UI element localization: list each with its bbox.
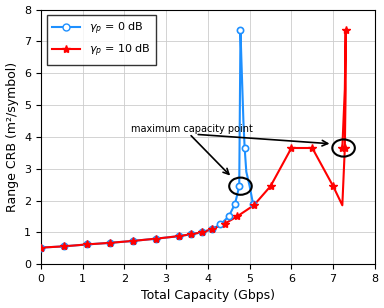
Y-axis label: Range CRB (m²/symbol): Range CRB (m²/symbol) xyxy=(5,62,18,212)
Text: maximum capacity point: maximum capacity point xyxy=(131,124,253,134)
Legend: $\gamma_p$ = 0 dB, $\gamma_p$ = 10 dB: $\gamma_p$ = 0 dB, $\gamma_p$ = 10 dB xyxy=(46,15,156,65)
X-axis label: Total Capacity (Gbps): Total Capacity (Gbps) xyxy=(141,290,275,302)
